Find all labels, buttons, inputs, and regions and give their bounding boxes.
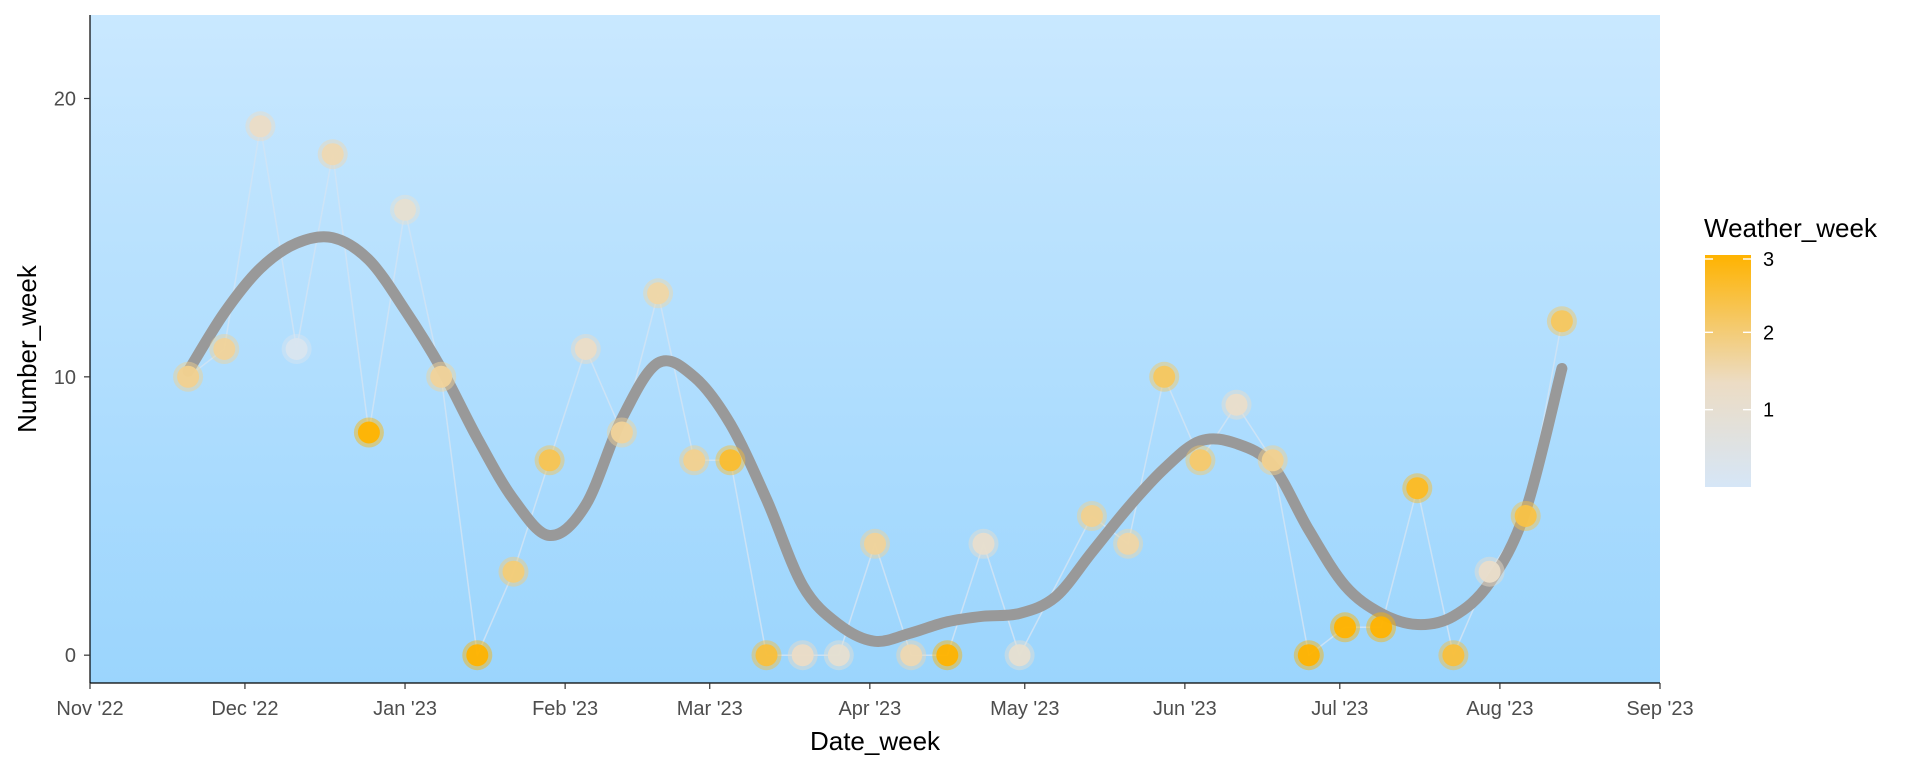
data-point — [321, 143, 344, 166]
y-axis-title: Number_week — [12, 264, 42, 433]
x-tick-label: Jan '23 — [373, 698, 437, 720]
data-point — [1008, 644, 1031, 667]
x-axis-ticks: Nov '22 Dec '22 Jan '23 Feb '23 Mar '23 Apr '… — [56, 683, 1694, 720]
data-point — [1550, 310, 1573, 333]
legend-ticks: 1 2 3 — [1705, 249, 1774, 422]
x-tick-label: Feb '23 — [532, 698, 598, 720]
data-point — [213, 338, 236, 360]
data-point — [1297, 644, 1320, 667]
legend-tick-label: 2 — [1763, 322, 1774, 344]
data-point — [177, 365, 200, 388]
data-point — [1080, 505, 1103, 527]
smooth-curve-layer — [182, 231, 1568, 647]
data-point — [1370, 616, 1393, 639]
data-point — [394, 198, 416, 221]
data-points — [173, 111, 1577, 671]
data-point — [683, 449, 706, 472]
y-axis-ticks: 0 10 20 — [54, 89, 90, 667]
legend-colorbar — [1705, 255, 1751, 487]
y-tick-label: 0 — [65, 645, 76, 667]
y-tick-label: 10 — [54, 367, 76, 389]
plot-background — [90, 15, 1660, 683]
data-point — [864, 532, 886, 555]
y-tick-label: 20 — [54, 89, 76, 111]
x-tick-label: Apr '23 — [838, 698, 901, 720]
data-point — [1478, 560, 1501, 583]
data-point — [610, 421, 633, 444]
data-point — [357, 421, 380, 444]
data-point — [791, 644, 814, 667]
data-point — [1334, 616, 1356, 639]
x-tick-label: Jun '23 — [1153, 698, 1217, 720]
data-point — [719, 449, 742, 472]
data-point — [1442, 644, 1465, 667]
data-point — [755, 644, 778, 667]
data-point — [466, 644, 489, 667]
data-point — [827, 644, 850, 667]
data-point — [538, 449, 561, 472]
data-point — [285, 338, 308, 360]
x-tick-label: Nov '22 — [56, 698, 123, 720]
x-tick-label: May '23 — [990, 698, 1059, 720]
smooth-curve — [182, 231, 1568, 647]
x-tick-label: Sep '23 — [1626, 698, 1693, 720]
data-point — [430, 365, 453, 388]
legend-tick-label: 1 — [1763, 400, 1774, 422]
data-point — [1261, 449, 1284, 472]
x-axis-title: Date_week — [810, 726, 941, 756]
legend: Weather_week 1 2 3 — [1704, 213, 1878, 487]
x-tick-label: Jul '23 — [1311, 698, 1368, 720]
legend-tick-label: 3 — [1763, 249, 1774, 271]
x-tick-label: Aug '23 — [1466, 698, 1533, 720]
data-point — [1225, 393, 1248, 416]
data-point — [972, 532, 995, 555]
data-point — [936, 644, 959, 667]
data-point — [1514, 505, 1537, 527]
data-point — [574, 338, 597, 360]
data-point — [1153, 365, 1176, 388]
data-point — [1117, 532, 1140, 555]
data-point — [1406, 477, 1429, 500]
x-tick-label: Dec '22 — [211, 698, 278, 720]
data-point — [900, 644, 923, 667]
data-point — [647, 282, 670, 305]
x-tick-label: Mar '23 — [677, 698, 743, 720]
data-point — [249, 115, 272, 138]
legend-title: Weather_week — [1704, 213, 1878, 243]
data-point — [502, 560, 525, 583]
data-point — [1189, 449, 1212, 472]
